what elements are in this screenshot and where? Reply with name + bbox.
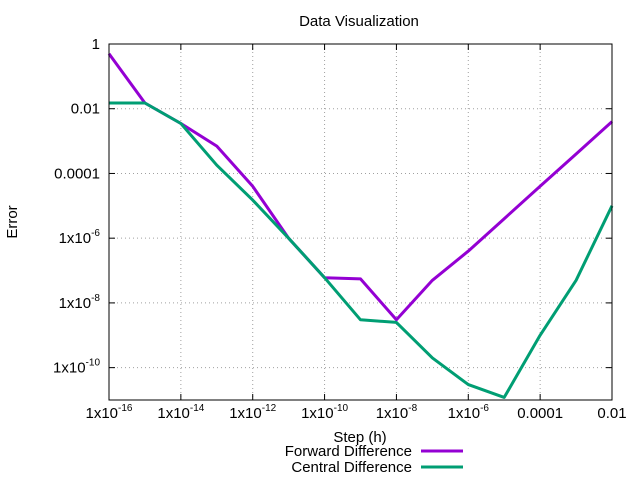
x-tick-label: 1x10-10 [301,403,348,422]
x-tick-label: 1x10-16 [86,403,133,422]
tick-label-base: 0.0001 [517,405,563,422]
x-tick-label: 1x10-8 [376,403,418,422]
y-axis-title: Error [4,205,21,238]
x-tick-label: 0.0001 [517,405,563,422]
tick-label-exponent: -10 [334,403,349,414]
tick-label-exponent: -6 [480,403,489,414]
tick-label-base: 1x10 [59,295,92,312]
x-tick-label: 1x10-14 [157,403,204,422]
x-tick-label: 0.01 [597,405,626,422]
tick-label-base: 1x10 [301,405,334,422]
y-tick-label: 1 [92,36,100,53]
y-tick-label: 0.0001 [54,165,100,182]
y-tick-label: 1x10-6 [59,228,101,247]
y-tick-label: 1x10-10 [53,358,100,377]
series-line-1 [107,52,614,322]
legend-label: Forward Difference [285,443,412,460]
tick-label-base: 1 [92,36,100,53]
tick-label-base: 1x10 [59,230,92,247]
tick-label-base: 0.01 [597,405,626,422]
tick-label-base: 1x10 [448,405,481,422]
tick-label-exponent: -8 [408,403,417,414]
tick-label-base: 0.01 [71,101,100,118]
tick-label-base: 1x10 [53,360,86,377]
legend-label: Central Difference [291,459,412,476]
tick-label-exponent: -14 [190,403,205,414]
chart-title: Data Visualization [299,13,419,30]
series-line-2 [109,101,614,399]
y-tick-label: 0.01 [71,101,100,118]
tick-label-base: 1x10 [229,405,262,422]
x-tick-label: 1x10-12 [229,403,276,422]
tick-label-exponent: -8 [91,293,100,304]
tick-label-base: 1x10 [157,405,190,422]
tick-label-base: 0.0001 [54,165,100,182]
tick-label-exponent: -16 [118,403,133,414]
tick-label-exponent: -6 [91,228,100,239]
x-axis-title: Step (h) [333,429,386,446]
tick-label-exponent: -12 [262,403,277,414]
ticks [108,43,613,400]
tick-label-base: 1x10 [86,405,119,422]
series-layer [107,52,614,399]
grid [109,44,612,400]
plot-frame [108,43,613,401]
tick-label-base: 1x10 [376,405,409,422]
y-tick-label: 1x10-8 [59,293,101,312]
x-tick-labels: 1x10-16 1x10-14 1x10-12 1x10-10 1x10-8 1x10-6… [86,403,627,422]
tick-label-exponent: -10 [86,358,101,369]
x-tick-label: 1x10-6 [448,403,490,422]
